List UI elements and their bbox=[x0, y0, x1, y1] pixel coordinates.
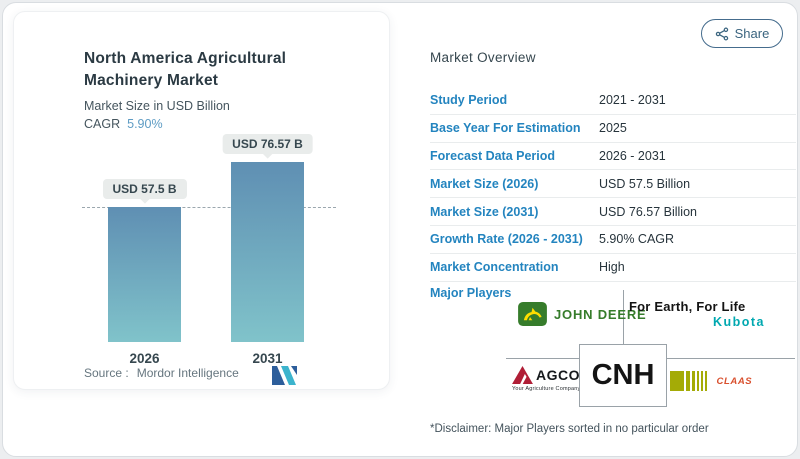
row-label: Base Year For Estimation bbox=[430, 121, 581, 136]
cagr-value: 5.90% bbox=[127, 117, 163, 131]
cnh-wordmark: CNH bbox=[591, 359, 655, 391]
cagr-row: CAGR 5.90% bbox=[84, 117, 163, 131]
row-label: Market Concentration bbox=[430, 260, 559, 275]
claas-logo: CLAAS bbox=[670, 371, 752, 391]
table-row: Study Period 2021 - 2031 bbox=[430, 87, 796, 115]
row-value: 2025 bbox=[599, 121, 627, 136]
kubota-tagline: For Earth, For Life bbox=[629, 299, 746, 314]
agco-wordmark: AGCO bbox=[536, 367, 580, 383]
x-axis-label: 2031 bbox=[252, 351, 283, 366]
john-deere-deer-icon bbox=[518, 302, 547, 326]
bar-value-label: USD 76.57 B bbox=[222, 134, 313, 155]
john-deere-logo: John Deere bbox=[518, 302, 647, 326]
row-value: 2026 - 2031 bbox=[599, 148, 666, 163]
row-label: Forecast Data Period bbox=[430, 148, 556, 163]
bar-value-label: USD 57.5 B bbox=[102, 179, 187, 199]
row-value: High bbox=[599, 260, 625, 275]
claas-wordmark: CLAAS bbox=[716, 375, 753, 387]
chart-title-line2: Machinery Market bbox=[84, 72, 219, 89]
bar-2026 bbox=[108, 207, 181, 342]
cnh-logo: CNH bbox=[579, 344, 667, 407]
major-players-label: Major Players bbox=[430, 286, 512, 300]
overview-heading: Market Overview bbox=[430, 50, 536, 65]
chart-title: North America Agricultural Machinery Mar… bbox=[84, 48, 286, 92]
bar-2031 bbox=[231, 162, 304, 342]
source-value: Mordor Intelligence bbox=[136, 366, 239, 380]
row-value: USD 76.57 Billion bbox=[599, 204, 697, 219]
table-row: Market Size (2031) USD 76.57 Billion bbox=[430, 198, 796, 226]
chart-subtitle: Market Size in USD Billion bbox=[84, 99, 230, 113]
reference-dashed-line bbox=[82, 207, 336, 208]
row-label: Growth Rate (2026 - 2031) bbox=[430, 232, 583, 247]
overview-table: Study Period 2021 - 2031 Base Year For Est… bbox=[430, 87, 796, 282]
share-button[interactable]: Share bbox=[701, 19, 783, 48]
row-value: USD 57.5 Billion bbox=[599, 176, 691, 191]
kubota-logo: For Earth, For Life Kubota bbox=[629, 299, 791, 329]
chart-card: North America Agricultural Machinery Mar… bbox=[13, 11, 390, 390]
chart-area: USD 57.5 B 2026 USD 76.57 B 2031 bbox=[82, 134, 336, 366]
claas-bars-icon bbox=[670, 371, 707, 391]
john-deere-wordmark: John Deere bbox=[554, 306, 647, 322]
agco-triangle-icon bbox=[512, 366, 533, 384]
disclaimer-text: *Disclaimer: Major Players sorted in no … bbox=[430, 423, 709, 435]
mordor-intelligence-logo-icon bbox=[272, 364, 302, 390]
share-icon bbox=[715, 27, 729, 41]
major-players-logos: John Deere For Earth, For Life Kubota CN… bbox=[498, 284, 797, 412]
cagr-label: CAGR bbox=[84, 117, 121, 131]
row-label: Study Period bbox=[430, 93, 508, 108]
agco-tagline: Your Agriculture Company bbox=[512, 385, 581, 392]
row-value: 2021 - 2031 bbox=[599, 93, 666, 108]
table-row: Growth Rate (2026 - 2031) 5.90% CAGR bbox=[430, 226, 796, 254]
table-row: Market Concentration High bbox=[430, 254, 796, 282]
table-row: Market Size (2026) USD 57.5 Billion bbox=[430, 170, 796, 199]
kubota-wordmark: Kubota bbox=[712, 315, 765, 329]
row-label: Market Size (2026) bbox=[430, 176, 539, 191]
agco-logo: AGCO Your Agriculture Company bbox=[512, 366, 581, 392]
x-axis-label: 2026 bbox=[129, 351, 160, 366]
row-value: 5.90% CAGR bbox=[599, 232, 675, 247]
logo-grid-vertical-divider bbox=[623, 290, 624, 349]
chart-title-line1: North America Agricultural bbox=[84, 50, 287, 67]
table-row: Base Year For Estimation 2025 bbox=[430, 115, 796, 143]
share-label: Share bbox=[734, 26, 770, 41]
source-row: Source : Mordor Intelligence bbox=[84, 366, 239, 380]
row-label: Market Size (2031) bbox=[430, 204, 539, 219]
source-label: Source : bbox=[84, 366, 129, 380]
table-row: Forecast Data Period 2026 - 2031 bbox=[430, 143, 796, 171]
